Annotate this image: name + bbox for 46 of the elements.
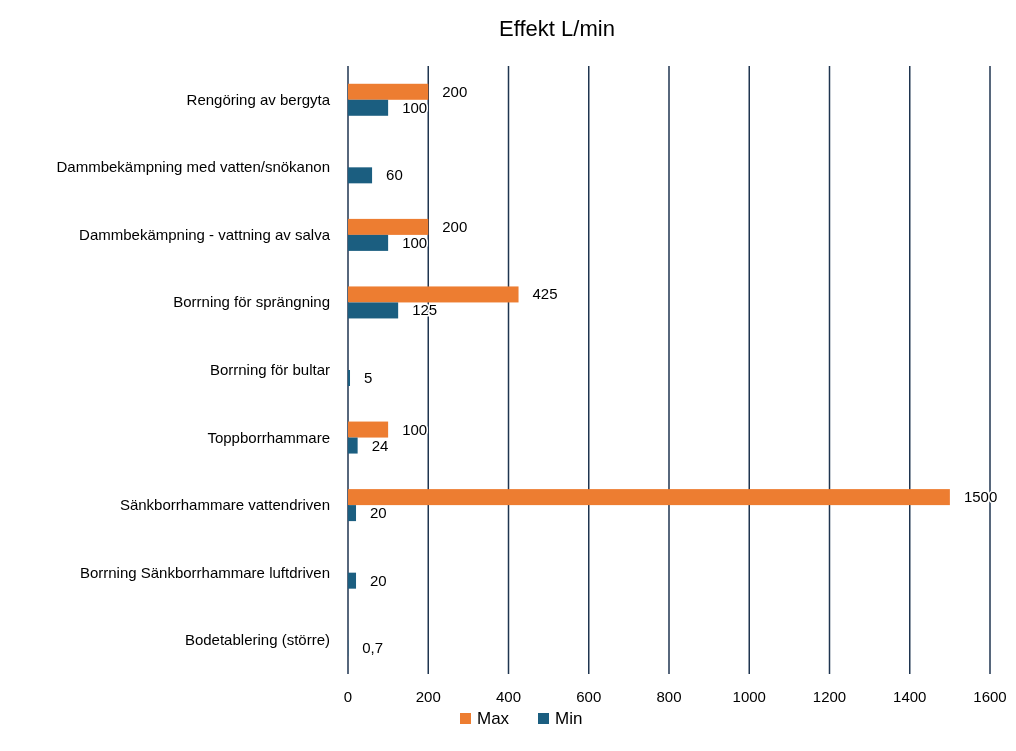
y-tick-label: Dammbekämpning med vatten/snökanon xyxy=(56,158,330,176)
data-label: 0,7 xyxy=(362,639,384,657)
x-tick-label: 400 xyxy=(495,688,522,705)
bar xyxy=(348,489,950,506)
bar xyxy=(348,370,351,386)
y-tick-label: Borrning för bultar xyxy=(209,361,330,378)
x-tick-label: 200 xyxy=(415,688,441,705)
x-tick-label: 1400 xyxy=(893,688,927,705)
legend-label: Min xyxy=(555,709,583,728)
data-label: 100 xyxy=(402,233,428,251)
bar xyxy=(348,437,358,454)
y-tick-label: Borrning Sänkborrhammare luftdriven xyxy=(79,563,330,581)
data-label: 200 xyxy=(442,217,468,235)
data-label: 20 xyxy=(370,571,387,589)
data-label: 425 xyxy=(532,285,558,303)
data-label: 20 xyxy=(370,504,387,522)
legend-label: Max xyxy=(477,709,510,728)
y-tick-label: Bodetablering (större) xyxy=(184,631,330,649)
chart-title: Effekt L/min xyxy=(499,16,615,41)
data-label: 100 xyxy=(402,420,428,438)
data-label: 200 xyxy=(442,82,468,100)
bar xyxy=(348,218,429,235)
bar xyxy=(348,505,357,522)
bar xyxy=(348,99,389,116)
bar xyxy=(348,167,373,184)
y-tick-label: Borrning för sprängning xyxy=(173,293,330,311)
x-tick-label: 0 xyxy=(343,688,353,705)
bar xyxy=(348,572,357,589)
data-label: 5 xyxy=(364,369,373,386)
x-tick-label: 800 xyxy=(656,688,682,705)
bar xyxy=(348,421,389,438)
data-label: 60 xyxy=(386,166,403,184)
bar xyxy=(348,286,519,303)
x-tick-label: 1200 xyxy=(812,688,847,705)
x-tick-label: 1000 xyxy=(732,688,766,705)
bar xyxy=(348,83,429,100)
x-tick-label: 1600 xyxy=(973,688,1007,705)
y-tick-label: Dammbekämpning - vattning av salva xyxy=(79,225,331,243)
bar xyxy=(348,234,389,251)
y-tick-label: Toppborrhammare xyxy=(207,428,330,446)
y-tick-label: Rengöring av bergyta xyxy=(186,90,331,108)
y-tick-label: Sänkborrhammare vattendriven xyxy=(119,496,330,514)
x-tick-label: 600 xyxy=(576,688,602,705)
data-label: 24 xyxy=(371,436,389,454)
data-label: 100 xyxy=(402,98,428,116)
bar xyxy=(348,302,399,319)
